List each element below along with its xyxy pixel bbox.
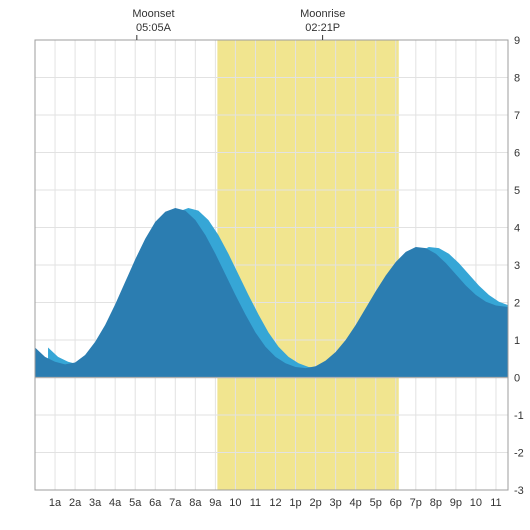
y-tick-label: 7 xyxy=(514,110,520,122)
x-tick-label: 8p xyxy=(430,497,442,509)
x-tick-label: 1p xyxy=(289,497,301,509)
x-tick-label: 3a xyxy=(89,497,102,509)
y-tick-label: 3 xyxy=(514,260,520,272)
x-tick-label: 10 xyxy=(229,497,241,509)
y-tick-label: 5 xyxy=(514,185,520,197)
x-tick-label: 9a xyxy=(209,497,222,509)
moonset-annotation: Moonset05:05A xyxy=(132,8,174,36)
x-tick-label: 9p xyxy=(450,497,462,509)
x-tick-label: 4p xyxy=(350,497,362,509)
x-tick-label: 5p xyxy=(370,497,382,509)
moonset-time: 05:05A xyxy=(132,22,174,36)
tide-chart: -3-2-101234567891a2a3a4a5a6a7a8a9a101112… xyxy=(0,0,530,530)
x-tick-label: 10 xyxy=(470,497,482,509)
x-tick-label: 2a xyxy=(69,497,82,509)
moonrise-title: Moonrise xyxy=(300,8,345,22)
x-tick-label: 7a xyxy=(169,497,182,509)
y-tick-label: -1 xyxy=(514,410,524,422)
x-tick-label: 7p xyxy=(410,497,422,509)
moonrise-annotation: Moonrise02:21P xyxy=(300,8,345,36)
x-tick-label: 11 xyxy=(250,497,261,509)
y-tick-label: 4 xyxy=(514,223,520,235)
y-tick-label: 2 xyxy=(514,298,520,310)
x-tick-label: 11 xyxy=(490,497,501,509)
y-tick-label: -2 xyxy=(514,448,524,460)
y-tick-label: 8 xyxy=(514,73,520,85)
y-tick-label: 1 xyxy=(514,335,520,347)
x-tick-label: 1a xyxy=(49,497,62,509)
y-tick-label: -3 xyxy=(514,485,524,497)
x-tick-label: 6p xyxy=(390,497,402,509)
moonrise-time: 02:21P xyxy=(300,22,345,36)
x-tick-label: 3p xyxy=(330,497,342,509)
y-tick-label: 6 xyxy=(514,148,520,160)
moonset-title: Moonset xyxy=(132,8,174,22)
x-tick-label: 12 xyxy=(269,497,281,509)
y-tick-label: 9 xyxy=(514,35,520,47)
x-tick-label: 4a xyxy=(109,497,122,509)
chart-svg: -3-2-101234567891a2a3a4a5a6a7a8a9a101112… xyxy=(0,0,530,530)
x-tick-label: 6a xyxy=(149,497,162,509)
x-tick-label: 8a xyxy=(189,497,202,509)
y-tick-label: 0 xyxy=(514,373,520,385)
x-tick-label: 2p xyxy=(309,497,321,509)
x-tick-label: 5a xyxy=(129,497,142,509)
